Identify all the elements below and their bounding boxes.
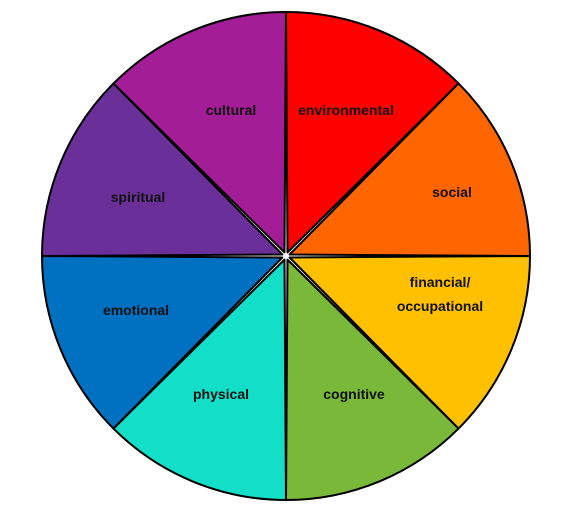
label-line: cultural bbox=[206, 102, 257, 118]
segment-social bbox=[288, 82, 531, 257]
label-physical: physical bbox=[193, 386, 249, 402]
label-line: occupational bbox=[397, 298, 483, 314]
label-cognitive: cognitive bbox=[323, 386, 385, 402]
label-social: social bbox=[432, 184, 472, 200]
label-financial-occupational: financial/occupational bbox=[397, 274, 483, 314]
label-line: physical bbox=[193, 386, 249, 402]
segment-cultural bbox=[112, 11, 287, 254]
labels-layer: environmental social financial/occupationa… bbox=[103, 102, 483, 402]
segment-spiritual bbox=[41, 82, 284, 257]
label-cultural: cultural bbox=[206, 102, 257, 118]
label-line: social bbox=[432, 184, 472, 200]
segment-financial-occupational bbox=[288, 255, 531, 430]
segments-layer bbox=[41, 11, 531, 501]
segment-cognitive bbox=[285, 258, 460, 501]
segment-emotional bbox=[41, 255, 284, 430]
segment-environmental bbox=[285, 11, 460, 254]
label-line: spiritual bbox=[111, 189, 165, 205]
segment-physical bbox=[112, 258, 287, 501]
label-environmental: environmental bbox=[298, 102, 394, 118]
label-line: environmental bbox=[298, 102, 394, 118]
label-line: financial/ bbox=[410, 274, 471, 290]
label-line: emotional bbox=[103, 302, 169, 318]
label-emotional: emotional bbox=[103, 302, 169, 318]
label-line: cognitive bbox=[323, 386, 385, 402]
label-spiritual: spiritual bbox=[111, 189, 165, 205]
